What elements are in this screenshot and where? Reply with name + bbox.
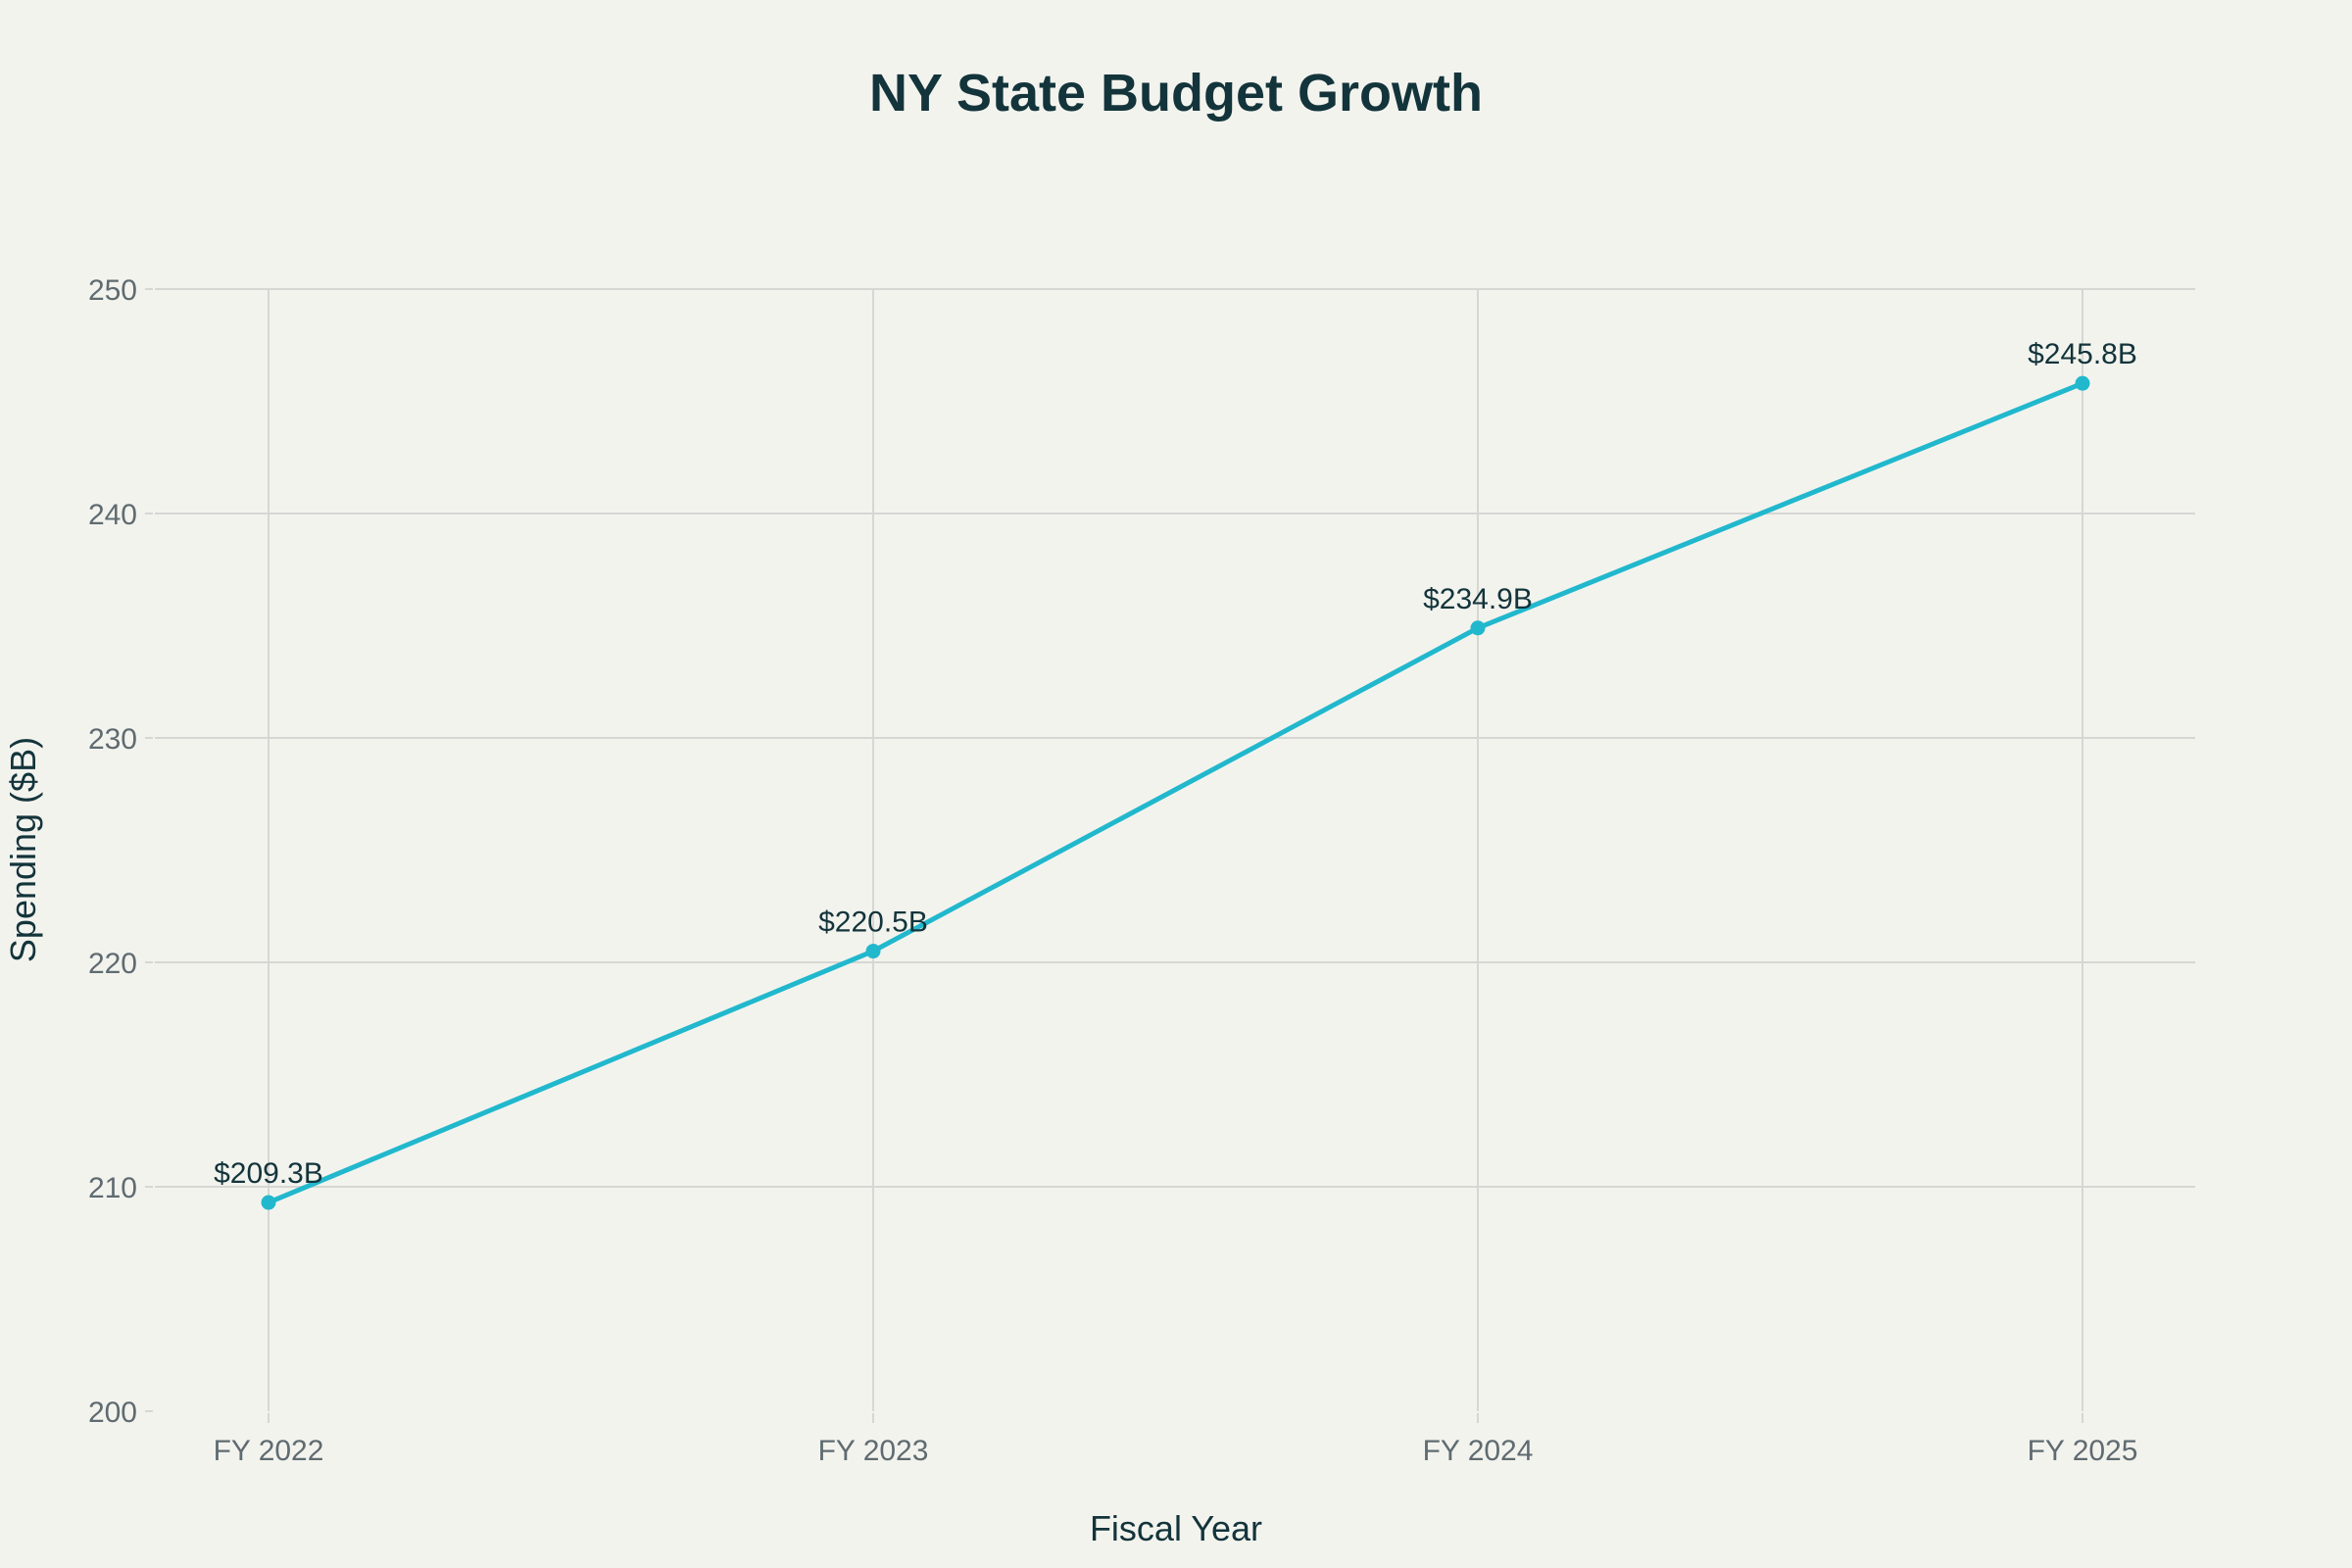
- y-tick-label: 220: [88, 948, 137, 980]
- x-tick-label: FY 2025: [2028, 1435, 2138, 1467]
- data-label: $209.3B: [214, 1157, 323, 1190]
- x-tick-label: FY 2022: [214, 1435, 324, 1467]
- data-label: $234.9B: [1423, 583, 1533, 615]
- x-tick-label: FY 2023: [818, 1435, 929, 1467]
- y-axis-title: Spending ($B): [3, 737, 43, 962]
- x-tick-label: FY 2024: [1423, 1435, 1534, 1467]
- data-point: [261, 1195, 276, 1210]
- x-axis-title: Fiscal Year: [1090, 1508, 1262, 1548]
- series-line: $209.3B $220.5B $234.9B $245.8B: [214, 338, 2137, 1210]
- gridlines: [155, 288, 2195, 1411]
- y-tick-label: 210: [88, 1172, 137, 1204]
- data-label: $220.5B: [818, 906, 928, 939]
- chart-title: NY State Budget Growth: [869, 64, 1483, 122]
- y-tick-label: 240: [88, 499, 137, 531]
- y-axis-ticks: 200 210 220 230 240 250: [88, 274, 153, 1429]
- data-label: $245.8B: [2028, 338, 2137, 370]
- y-tick-label: 200: [88, 1396, 137, 1429]
- data-point: [2075, 375, 2090, 391]
- data-point: [865, 944, 881, 959]
- y-tick-label: 250: [88, 274, 137, 307]
- x-axis-ticks: FY 2022 FY 2023 FY 2024 FY 2025: [214, 1413, 2138, 1467]
- data-line: [268, 380, 2083, 1205]
- data-point: [1470, 620, 1486, 636]
- y-tick-label: 230: [88, 723, 137, 756]
